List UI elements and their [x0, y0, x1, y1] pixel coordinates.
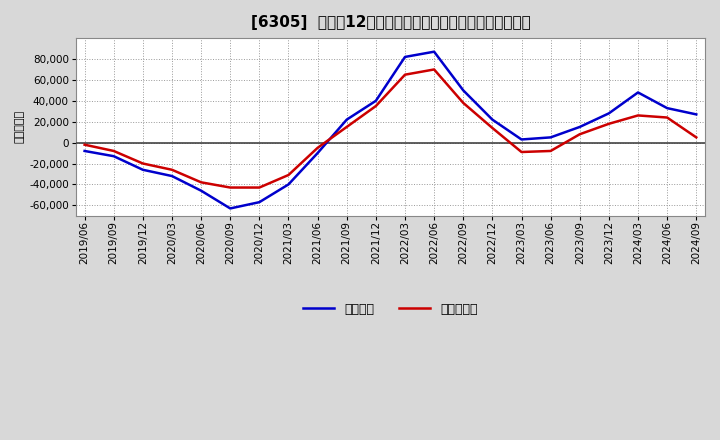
当期純利益 [692, 135, 701, 140]
Y-axis label: （百万円）: （百万円） [15, 110, 25, 143]
Line: 経常利益: 経常利益 [84, 51, 696, 209]
Title: [6305]  利益だ12か月移動合計の対前年同期増減額の推移: [6305] 利益だ12か月移動合計の対前年同期増減額の推移 [251, 15, 531, 30]
当期純利益 [80, 142, 89, 147]
当期純利益 [284, 172, 293, 178]
Legend: 経常利益, 当期純利益: 経常利益, 当期純利益 [297, 297, 484, 322]
経常利益 [400, 54, 409, 59]
経常利益 [313, 150, 322, 156]
当期純利益 [575, 132, 584, 137]
当期純利益 [109, 148, 118, 154]
当期純利益 [459, 100, 467, 106]
Line: 当期純利益: 当期純利益 [84, 70, 696, 187]
当期純利益 [343, 124, 351, 129]
当期純利益 [138, 161, 147, 166]
経常利益 [575, 124, 584, 129]
経常利益 [372, 98, 380, 103]
経常利益 [197, 188, 205, 193]
当期純利益 [605, 121, 613, 126]
当期純利益 [197, 180, 205, 185]
当期純利益 [168, 167, 176, 172]
経常利益 [459, 88, 467, 93]
経常利益 [517, 137, 526, 142]
経常利益 [284, 182, 293, 187]
当期純利益 [400, 72, 409, 77]
経常利益 [226, 206, 235, 211]
経常利益 [138, 167, 147, 172]
当期純利益 [255, 185, 264, 190]
経常利益 [80, 148, 89, 154]
経常利益 [692, 112, 701, 117]
経常利益 [546, 135, 555, 140]
当期純利益 [430, 67, 438, 72]
経常利益 [634, 90, 642, 95]
当期純利益 [226, 185, 235, 190]
当期純利益 [372, 103, 380, 109]
経常利益 [663, 106, 672, 111]
経常利益 [255, 199, 264, 205]
経常利益 [488, 117, 497, 122]
当期純利益 [517, 149, 526, 154]
当期純利益 [546, 148, 555, 154]
当期純利益 [634, 113, 642, 118]
当期純利益 [663, 115, 672, 120]
経常利益 [430, 49, 438, 54]
経常利益 [605, 111, 613, 116]
当期純利益 [488, 125, 497, 131]
当期純利益 [313, 145, 322, 150]
経常利益 [168, 173, 176, 179]
経常利益 [109, 154, 118, 159]
経常利益 [343, 117, 351, 122]
